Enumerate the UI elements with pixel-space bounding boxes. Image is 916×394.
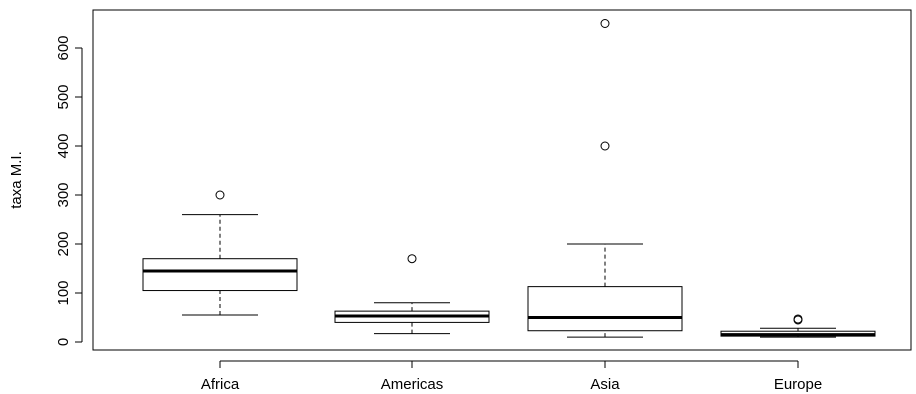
- y-tick-label: 500: [55, 84, 72, 109]
- plot-frame: [92, 9, 912, 351]
- boxes: [142, 19, 876, 338]
- box-americas: [334, 254, 490, 335]
- x-tick-label: Europe: [774, 376, 822, 393]
- y-tick-label: 100: [55, 280, 72, 305]
- box-asia: [527, 19, 683, 338]
- box-iqr: [527, 286, 683, 332]
- box-iqr: [142, 258, 298, 292]
- y-axis-label: taxa M.I.: [8, 151, 25, 209]
- outlier-point: [793, 314, 803, 324]
- y-tick-label: 200: [55, 231, 72, 256]
- y-tick-label: 600: [55, 35, 72, 60]
- outlier-point: [407, 254, 417, 264]
- outlier-point: [215, 190, 225, 200]
- x-axis: Africa Americas Asia Europe: [201, 360, 822, 393]
- x-tick-label: Americas: [381, 376, 444, 393]
- x-tick-label: Asia: [590, 376, 620, 393]
- box-europe: [720, 314, 876, 338]
- y-tick-label: 0: [55, 338, 72, 346]
- y-axis: 0 100 200 300 400 500 600: [55, 35, 83, 346]
- y-tick-label: 300: [55, 182, 72, 207]
- box-africa: [142, 190, 298, 316]
- y-tick-label: 400: [55, 133, 72, 158]
- outlier-point: [600, 19, 610, 28]
- outlier-point: [600, 141, 610, 151]
- x-tick-label: Africa: [201, 376, 240, 393]
